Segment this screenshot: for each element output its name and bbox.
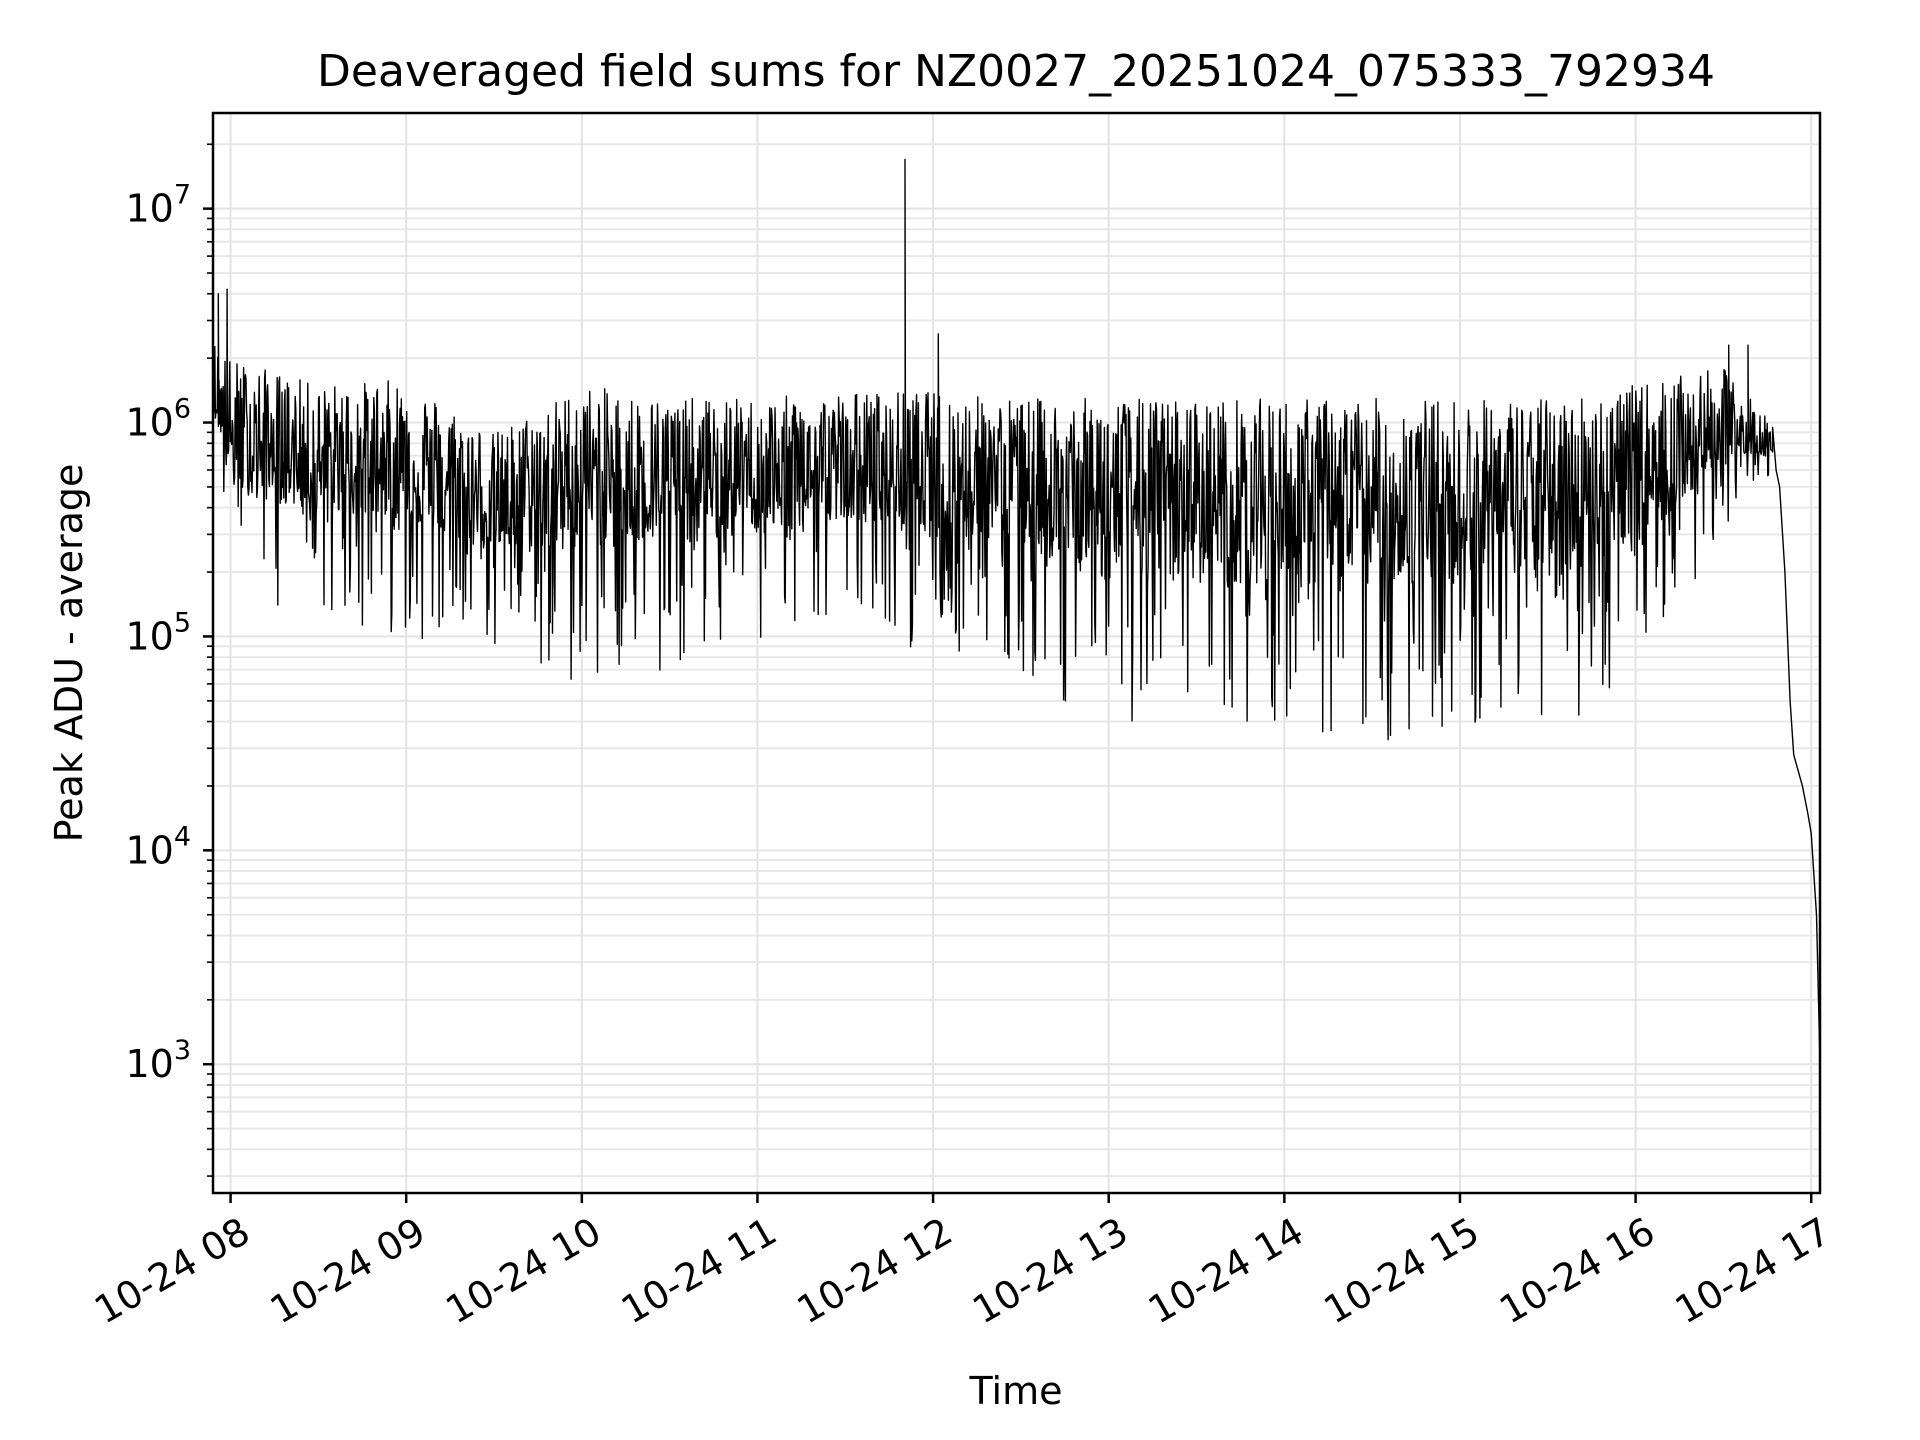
y-tick-label: 103 — [125, 1035, 191, 1086]
chart-title: Deaveraged field sums for NZ0027_2025102… — [317, 46, 1715, 97]
x-tick-label: 10-24 12 — [790, 1209, 960, 1333]
series-layer — [212, 158, 1821, 1065]
x-tick-label: 10-24 11 — [614, 1209, 784, 1333]
grid-layer — [213, 113, 1820, 1193]
x-axis-label: Time — [969, 1369, 1063, 1413]
y-axis-label: Peak ADU - average — [47, 464, 91, 843]
y-tick-label: 104 — [125, 821, 191, 872]
y-tick-label: 107 — [125, 180, 191, 231]
plot-frame — [211, 111, 1822, 1195]
x-tick-label: 10-24 17 — [1668, 1209, 1838, 1333]
x-tick-label: 10-24 13 — [965, 1209, 1135, 1333]
x-tick-label: 10-24 10 — [438, 1209, 608, 1333]
y-tick-label: 105 — [125, 607, 191, 658]
x-tick-label: 10-24 09 — [263, 1209, 433, 1333]
x-tick-label: 10-24 08 — [87, 1209, 257, 1333]
series-line — [212, 158, 1821, 1065]
x-tick-label: 10-24 16 — [1492, 1209, 1662, 1333]
x-tick-label: 10-24 14 — [1141, 1209, 1311, 1333]
y-tick-label: 106 — [125, 394, 191, 445]
x-tick-label: 10-24 15 — [1316, 1209, 1486, 1333]
